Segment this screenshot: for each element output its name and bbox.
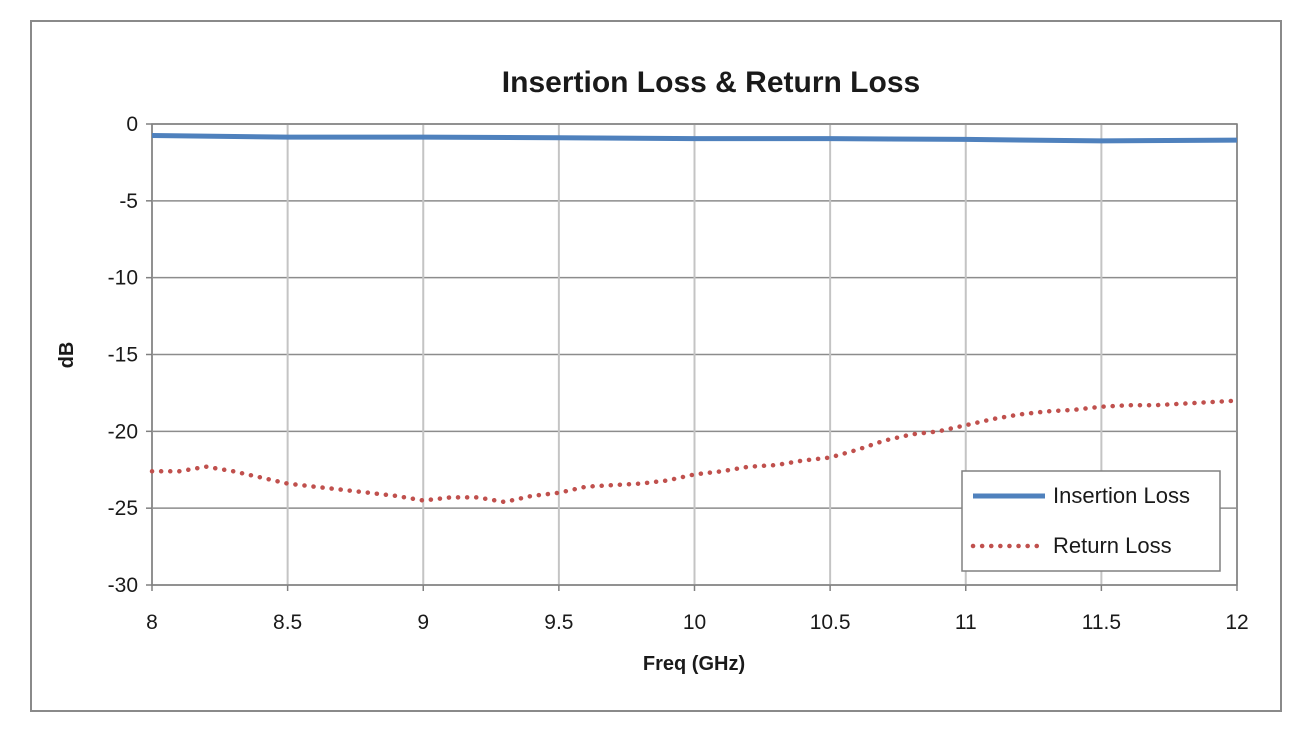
x-tick-label: 9 xyxy=(417,611,429,634)
x-tick-label: 8 xyxy=(146,611,158,634)
x-axis-ticks: 8 8.5 9 9.5 10 10.5 11 11.5 12 xyxy=(146,585,1249,634)
chart-title: Insertion Loss & Return Loss xyxy=(502,66,920,99)
legend: Insertion Loss Return Loss xyxy=(961,470,1221,572)
x-axis-title: Freq (GHz) xyxy=(643,653,745,675)
series-layer xyxy=(149,133,1240,505)
y-axis-title: dB xyxy=(56,342,78,369)
legend-label-return-loss: Return Loss xyxy=(1053,533,1172,558)
legend-box xyxy=(961,470,1221,572)
y-tick-label: -30 xyxy=(108,574,138,597)
x-tick-label: 11.5 xyxy=(1082,611,1121,634)
y-tick-label: -25 xyxy=(108,497,138,520)
series-line-insertion-loss xyxy=(151,133,1238,144)
y-tick-label: -15 xyxy=(108,344,138,367)
y-tick-label: -10 xyxy=(108,267,138,290)
legend-label-insertion-loss: Insertion Loss xyxy=(1053,483,1190,508)
series-line-return-loss xyxy=(149,398,1240,505)
x-tick-label: 11 xyxy=(955,611,977,634)
y-tick-label: 0 xyxy=(126,113,138,136)
x-tick-label: 10 xyxy=(683,611,706,634)
y-tick-label: -5 xyxy=(119,190,138,213)
x-tick-label: 12 xyxy=(1225,611,1248,634)
x-tick-label: 8.5 xyxy=(273,611,302,634)
x-tick-label: 10.5 xyxy=(810,611,851,634)
y-axis-ticks: 0 -5 -10 -15 -20 -25 -30 xyxy=(108,113,152,597)
x-tick-label: 9.5 xyxy=(544,611,573,634)
y-tick-label: -20 xyxy=(108,420,138,443)
